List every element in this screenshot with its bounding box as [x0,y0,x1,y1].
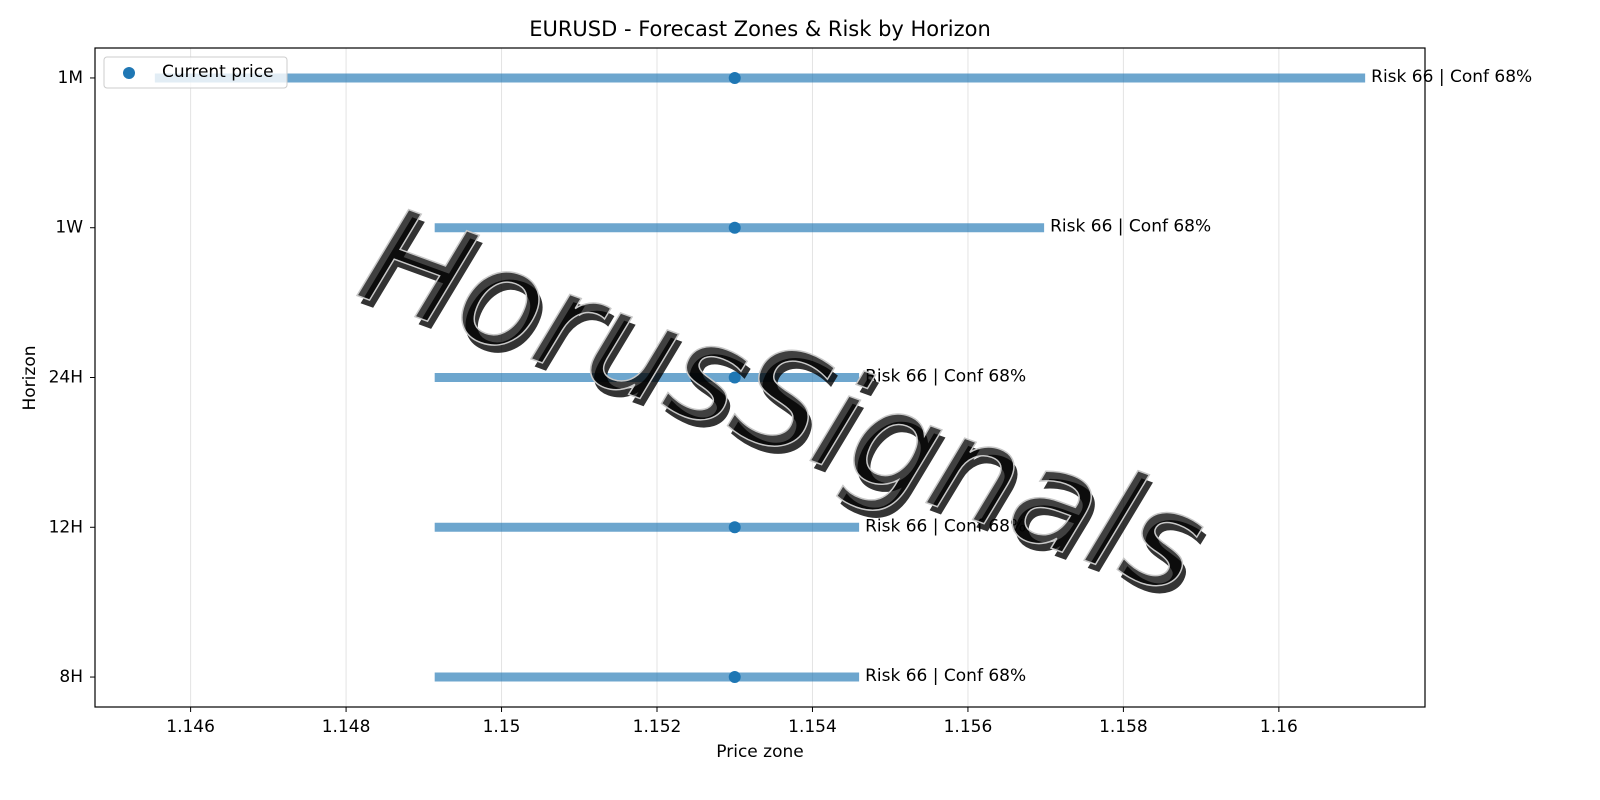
x-tick-label: 1.156 [944,717,993,737]
x-tick-label: 1.154 [788,717,837,737]
y-tick-label: 1M [58,68,83,88]
current-price-dot [728,221,741,234]
y-axis-label: Horizon [20,346,40,411]
legend: Current price [103,56,288,89]
y-tick-label: 24H [49,368,83,388]
x-axis-label: Price zone [716,742,803,762]
x-tick-label: 1.15 [483,717,521,737]
y-tick-label: 12H [49,517,83,537]
legend-box [103,56,288,89]
x-tick-label: 1.16 [1260,717,1298,737]
x-tick-label: 1.152 [633,717,682,737]
legend-label: Current price [162,62,274,82]
y-tick-label: 8H [59,667,83,687]
x-tick-label: 1.148 [322,717,371,737]
legend-marker [123,67,135,79]
range-label: Risk 66 | Conf 68% [865,367,1026,387]
range-label: Risk 66 | Conf 68% [1050,217,1211,237]
range-label: Risk 66 | Conf 68% [1371,67,1532,87]
y-tick-label: 1W [55,218,83,238]
chart-title: EURUSD - Forecast Zones & Risk by Horizo… [529,17,991,41]
x-tick-label: 1.146 [166,717,215,737]
x-tick-label: 1.158 [1099,717,1148,737]
current-price-dot [728,371,741,384]
range-label: Risk 66 | Conf 68% [865,516,1026,536]
current-price-dot [728,71,741,84]
range-label: Risk 66 | Conf 68% [865,666,1026,686]
grid: 1.146 1.148 1.15 1.152 1.154 1.156 1.158 1.16 8H… [49,48,1298,737]
current-price-dot [728,671,741,684]
current-price-dot [728,521,741,534]
marks: Risk 66 | Conf 68% Risk 66 | Conf 68% Risk… [154,67,1532,686]
plot-frame [94,47,1426,708]
